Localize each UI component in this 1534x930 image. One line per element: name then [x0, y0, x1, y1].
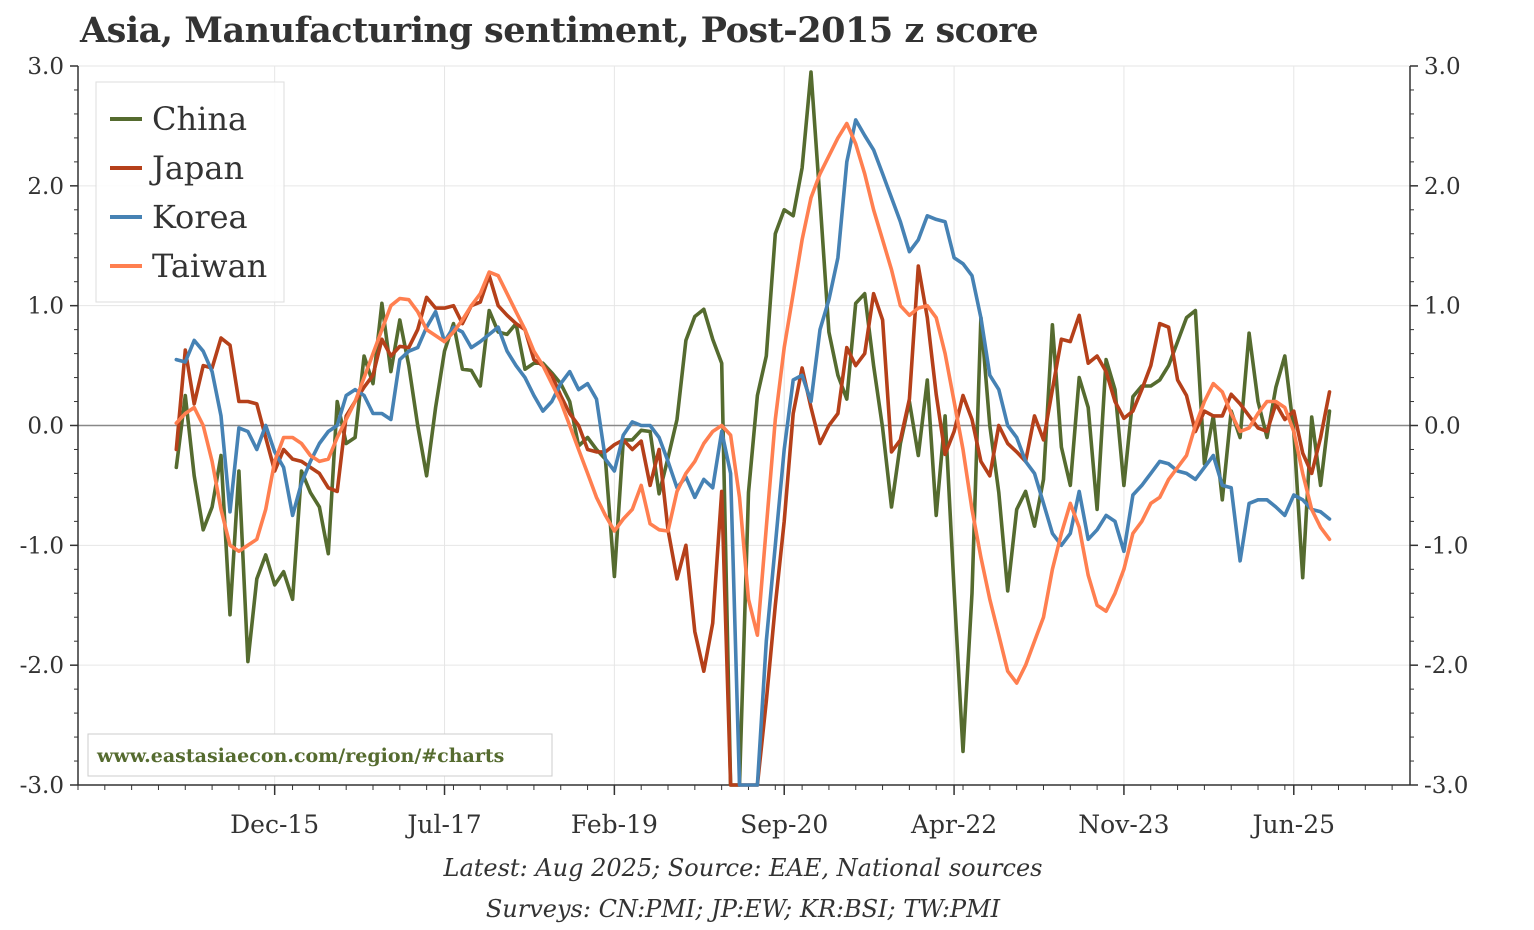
y-tick-label-right: -1.0: [1424, 533, 1468, 559]
y-tick-label-right: 3.0: [1424, 54, 1461, 80]
y-tick-label-left: -1.0: [20, 533, 64, 559]
x-tick-label: Dec-15: [230, 810, 319, 839]
y-tick-label-right: 1.0: [1424, 294, 1461, 320]
x-tick-label: Nov-23: [1078, 810, 1169, 839]
axes-layer: 3.0 3.0 2.0 2.0 1.0 1.0 0.0 0.0 -1.0 -1.0 -2.0 -2.0…: [20, 54, 1469, 839]
chart-title: Asia, Manufacturing sentiment, Post-2015…: [80, 10, 1039, 51]
legend-label-korea: Korea: [152, 198, 248, 236]
y-tick-label-right: 2.0: [1424, 174, 1461, 200]
x-tick-label: Sep-20: [740, 810, 828, 839]
series-line-japan: [174, 264, 1332, 787]
series-line-taiwan: [174, 121, 1332, 685]
legend-label-japan: Japan: [149, 149, 244, 187]
x-tick-label: Jul-17: [404, 810, 481, 839]
legend-label-taiwan: Taiwan: [152, 247, 267, 285]
y-tick-label-left: 3.0: [27, 54, 64, 80]
series-line-china: [174, 70, 1332, 787]
y-tick-label-left: 0.0: [27, 414, 64, 440]
y-tick-label-left: 1.0: [27, 294, 64, 320]
y-tick-label-left: 2.0: [27, 174, 64, 200]
surveys-note: Surveys: CN:PMI; JP:EW; KR:BSI; TW:PMI: [485, 895, 1001, 923]
series-line-korea: [174, 118, 1332, 787]
y-tick-label-left: -2.0: [20, 653, 64, 679]
watermark-link: www.eastasiaecon.com/region/#charts: [96, 745, 504, 767]
y-tick-label-right: -3.0: [1424, 773, 1468, 799]
source-note: Latest: Aug 2025; Source: EAE, National …: [443, 854, 1043, 882]
x-tick-label: Feb-19: [571, 810, 658, 839]
y-tick-label-right: 0.0: [1424, 414, 1461, 440]
x-tick-label: Jun-25: [1250, 810, 1335, 839]
x-tick-label: Apr-22: [910, 810, 997, 839]
legend-label-china: China: [152, 100, 247, 138]
y-tick-label-left: -3.0: [20, 773, 64, 799]
y-tick-label-right: -2.0: [1424, 653, 1468, 679]
watermark-frame: [87, 733, 553, 777]
watermark-box: www.eastasiaecon.com/region/#charts: [87, 733, 553, 777]
legend: China Japan Korea Taiwan: [95, 81, 285, 303]
series-layer: [174, 70, 1332, 787]
